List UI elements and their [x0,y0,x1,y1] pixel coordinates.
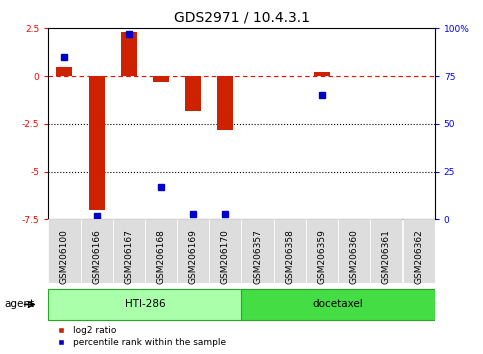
Text: GSM206167: GSM206167 [124,229,133,284]
Bar [242,289,435,320]
Text: GSM206358: GSM206358 [285,229,294,284]
Text: GSM206361: GSM206361 [382,229,391,284]
Text: GSM206357: GSM206357 [253,229,262,284]
Bar [177,219,209,283]
Bar [402,219,435,283]
Text: agent: agent [5,299,35,309]
Text: GSM206362: GSM206362 [414,229,423,284]
Bar [81,219,113,283]
Bar [338,219,370,283]
Text: GSM206100: GSM206100 [60,229,69,284]
Bar [88,76,105,210]
Text: GDS2971 / 10.4.3.1: GDS2971 / 10.4.3.1 [173,11,310,25]
Text: GSM206170: GSM206170 [221,229,230,284]
Text: GSM206168: GSM206168 [156,229,166,284]
Bar [217,76,233,130]
Text: docetaxel: docetaxel [313,299,364,309]
Bar [242,219,274,283]
Bar [113,219,145,283]
Bar [274,219,306,283]
Bar [185,76,201,110]
Bar [314,72,330,76]
Bar [48,219,81,283]
Bar [121,32,137,76]
Bar [153,76,169,82]
Text: HTI-286: HTI-286 [125,299,165,309]
Bar [306,219,338,283]
Bar [370,219,402,283]
Bar [145,219,177,283]
Bar [48,289,242,320]
Text: GSM206166: GSM206166 [92,229,101,284]
Text: GSM206360: GSM206360 [350,229,359,284]
Text: GSM206359: GSM206359 [317,229,327,284]
Text: GSM206169: GSM206169 [189,229,198,284]
Legend: log2 ratio, percentile rank within the sample: log2 ratio, percentile rank within the s… [48,322,229,350]
Bar [209,219,242,283]
Bar [57,67,72,76]
